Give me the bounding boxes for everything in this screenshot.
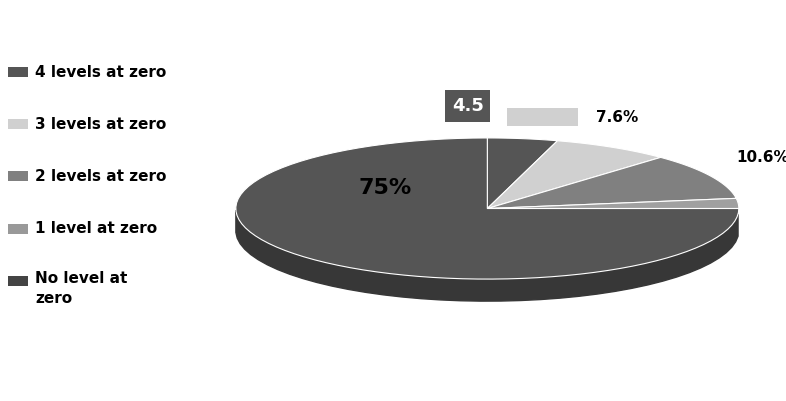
Polygon shape (487, 198, 739, 209)
FancyBboxPatch shape (8, 67, 28, 77)
Polygon shape (236, 138, 739, 279)
Text: 10.6%: 10.6% (736, 150, 786, 165)
Text: 4 levels at zero: 4 levels at zero (35, 65, 167, 80)
FancyBboxPatch shape (8, 172, 28, 181)
Text: 2 levels at zero: 2 levels at zero (35, 169, 167, 184)
FancyBboxPatch shape (8, 276, 28, 286)
FancyBboxPatch shape (8, 119, 28, 129)
Text: 1 level at zero: 1 level at zero (35, 221, 157, 236)
Polygon shape (236, 211, 738, 301)
Text: 3 levels at zero: 3 levels at zero (35, 117, 167, 132)
Text: 7.6%: 7.6% (596, 110, 638, 125)
Polygon shape (487, 141, 661, 209)
FancyBboxPatch shape (507, 108, 578, 126)
Text: 4.5: 4.5 (452, 97, 483, 115)
Text: 75%: 75% (358, 178, 412, 198)
Polygon shape (487, 138, 557, 209)
Polygon shape (487, 157, 736, 209)
FancyBboxPatch shape (8, 224, 28, 234)
Text: zero: zero (35, 291, 72, 306)
Text: No level at: No level at (35, 271, 128, 286)
